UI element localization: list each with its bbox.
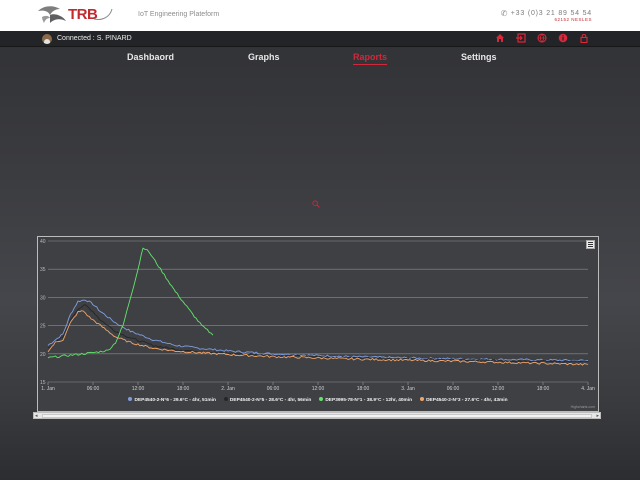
x-tick-label: 06:00 xyxy=(87,386,100,392)
x-tick-label: 3. Jan xyxy=(401,386,415,392)
logo-swoosh-icon xyxy=(93,8,113,20)
legend-label: DEP3995-78-N°1 - 38.9°C - 12hr, 40min xyxy=(325,398,413,403)
scroll-left-arrow-icon[interactable]: ◂ xyxy=(35,413,38,419)
lock-icon[interactable] xyxy=(578,33,590,45)
nav-dashboard[interactable]: Dashbaord xyxy=(127,52,175,62)
legend-label: DEP4540-2-N°3 - 27.6°C - 4hr, 43min xyxy=(426,398,508,403)
logo-bird-icon xyxy=(38,6,66,23)
login-icon[interactable] xyxy=(515,33,527,45)
series-line-1 xyxy=(47,299,589,362)
x-tick-label: 2. Jan xyxy=(221,386,235,392)
top-bar: Connected : S. PINARD xyxy=(0,31,640,47)
avatar[interactable] xyxy=(42,34,52,44)
address: 62152 NESLES xyxy=(554,17,592,22)
y-tick-label: 35 xyxy=(40,267,46,273)
series-line-4 xyxy=(47,310,589,366)
legend-item-1[interactable]: DEP4540-2-N°6 - 29.6°C - 4hr, 51min xyxy=(128,397,216,403)
x-tick-label: 18:00 xyxy=(357,386,370,392)
chart[interactable]: 15 20 25 30 35 40 1. Jan 06:00 12:00 18:00 2. Jan 0… xyxy=(38,237,598,411)
globe-icon[interactable] xyxy=(536,33,548,45)
scroll-right-arrow-icon[interactable]: ▸ xyxy=(596,413,599,419)
nav-settings[interactable]: Settings xyxy=(461,52,497,62)
x-tick-label: 1. Jan xyxy=(41,386,55,392)
phone-icon: ✆ xyxy=(500,9,509,18)
x-tick-label: 4. Jan xyxy=(581,386,595,392)
logo-text: TRB xyxy=(68,6,98,23)
y-tick-label: 20 xyxy=(40,352,46,358)
x-tick-label: 12:00 xyxy=(492,386,505,392)
legend-item-2[interactable]: DEP4540-2-N°5 - 28.6°C - 4hr, 56min xyxy=(223,397,312,403)
y-tick-label: 15 xyxy=(40,380,46,386)
scrollbar-thumb[interactable] xyxy=(42,414,592,418)
header: TRB IoT Engineering Plateform ✆ +33 (0)3… xyxy=(0,0,640,31)
x-tick-label: 18:00 xyxy=(177,386,190,392)
legend-marker-icon xyxy=(420,397,425,401)
x-tick-label: 18:00 xyxy=(537,386,550,392)
search-icon[interactable] xyxy=(312,200,322,210)
x-tick-label: 12:00 xyxy=(312,386,325,392)
legend-marker-icon xyxy=(223,397,228,401)
info-icon[interactable] xyxy=(557,33,569,45)
legend-marker-icon xyxy=(319,397,324,401)
chart-panel: 15 20 25 30 35 40 1. Jan 06:00 12:00 18:00 2. Jan 0… xyxy=(37,236,599,412)
phone-text: +33 (0)3 21 89 54 54 xyxy=(510,10,592,17)
legend-item-3[interactable]: DEP3995-78-N°1 - 38.9°C - 12hr, 40min xyxy=(319,397,412,403)
y-tick-label: 40 xyxy=(40,239,46,245)
series-line-3 xyxy=(47,247,214,359)
main-nav: Dashbaord Graphs Raports Settings xyxy=(0,52,640,65)
chart-scrollbar[interactable]: ◂ ▸ xyxy=(33,412,601,419)
y-tick-label: 30 xyxy=(40,295,46,301)
nav-graphs[interactable]: Graphs xyxy=(248,52,280,62)
logo[interactable]: TRB xyxy=(36,3,116,27)
connected-user: Connected : S. PINARD xyxy=(57,35,132,42)
tagline: IoT Engineering Plateform xyxy=(138,11,220,18)
chart-credit[interactable]: Highcharts.com xyxy=(570,405,595,409)
x-tick-label: 06:00 xyxy=(447,386,460,392)
nav-raports[interactable]: Raports xyxy=(353,52,388,65)
legend-item-4[interactable]: DEP4540-2-N°3 - 27.6°C - 4hr, 43min xyxy=(420,397,508,403)
y-tick-label: 25 xyxy=(40,324,46,330)
chart-legend: DEP4540-2-N°6 - 29.6°C - 4hr, 51min DEP45… xyxy=(38,397,598,403)
chart-menu-button[interactable] xyxy=(586,240,595,249)
phone-number[interactable]: ✆ +33 (0)3 21 89 54 54 xyxy=(501,9,592,18)
home-icon[interactable] xyxy=(494,33,506,45)
x-tick-label: 12:00 xyxy=(132,386,145,392)
legend-label: DEP4540-2-N°5 - 28.6°C - 4hr, 56min xyxy=(229,398,312,403)
legend-marker-icon xyxy=(128,397,133,401)
top-icons xyxy=(494,33,590,45)
x-tick-label: 06:00 xyxy=(267,386,280,392)
legend-label: DEP4540-2-N°6 - 29.6°C - 4hr, 51min xyxy=(134,398,216,403)
